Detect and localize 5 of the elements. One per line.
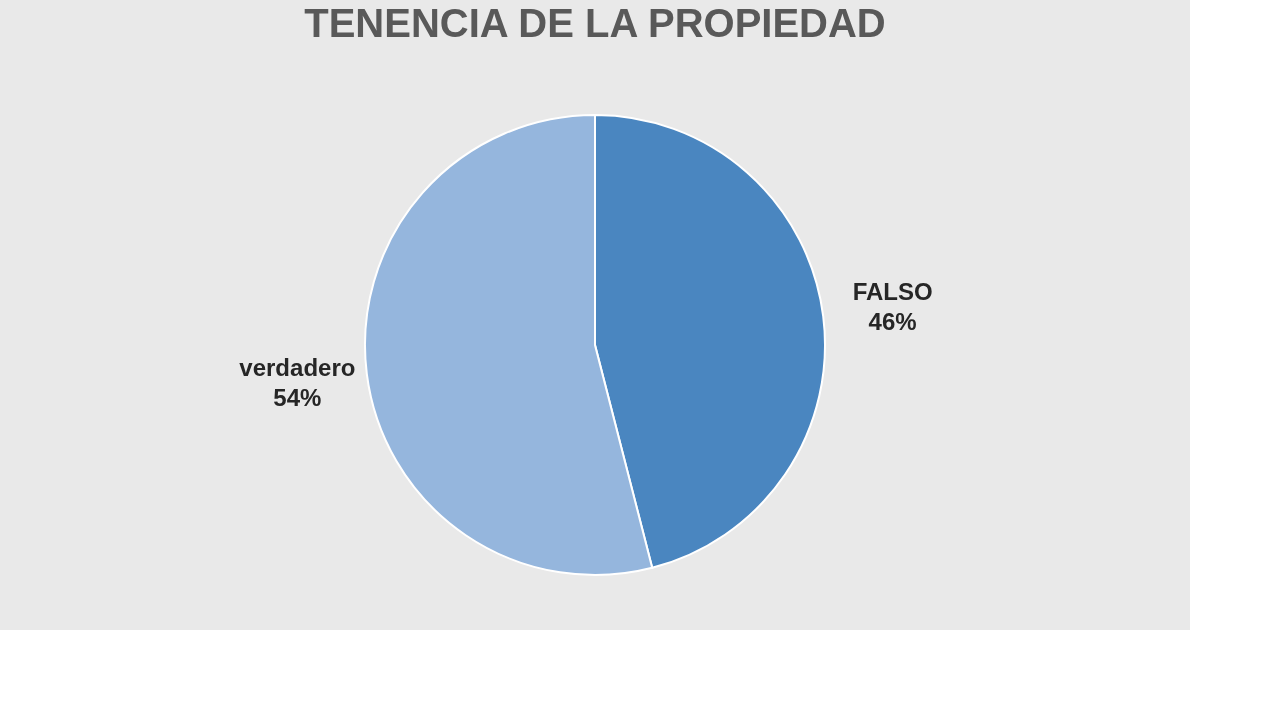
chart-title: TENENCIA DE LA PROPIEDAD xyxy=(304,1,886,45)
data-label: 46% xyxy=(868,308,917,336)
slice-label: verdadero xyxy=(239,353,356,381)
data-label: 54% xyxy=(273,383,322,411)
slice-label: FALSO xyxy=(852,278,933,306)
